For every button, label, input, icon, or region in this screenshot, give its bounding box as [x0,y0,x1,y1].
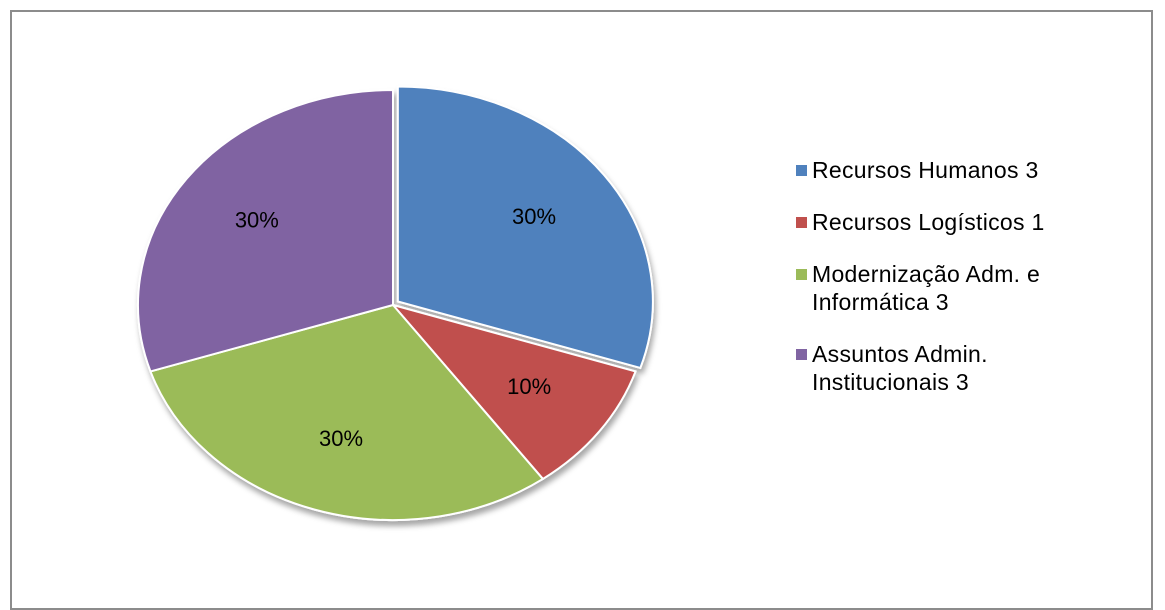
data-label: 30% [235,207,279,232]
legend-entry: Recursos Humanos 3 [796,156,1112,184]
legend-entry: Modernização Adm. e Informática 3 [796,260,1112,316]
legend-label: Assuntos Admin. Institucionais 3 [812,341,988,395]
legend-key [796,349,807,360]
legend-key [796,217,807,228]
data-label: 30% [512,204,556,229]
pie [137,85,654,521]
pie-slice [149,303,545,521]
legend-entry: Assuntos Admin. Institucionais 3 [796,340,1112,396]
legend-key [796,165,807,176]
legend-label: Modernização Adm. e Informática 3 [812,261,1041,315]
legend-entry: Recursos Logísticos 1 [796,208,1112,236]
legend-label: Recursos Logísticos 1 [812,209,1045,235]
legend: Recursos Humanos 3 Recursos Logísticos 1 M… [796,156,1136,420]
data-label: 10% [507,374,551,399]
pie-slice [390,303,637,481]
data-label: 30% [319,426,363,451]
pie-slice [137,88,394,373]
legend-key [796,269,807,280]
pie-slice [396,85,654,370]
legend-label: Recursos Humanos 3 [812,157,1039,183]
